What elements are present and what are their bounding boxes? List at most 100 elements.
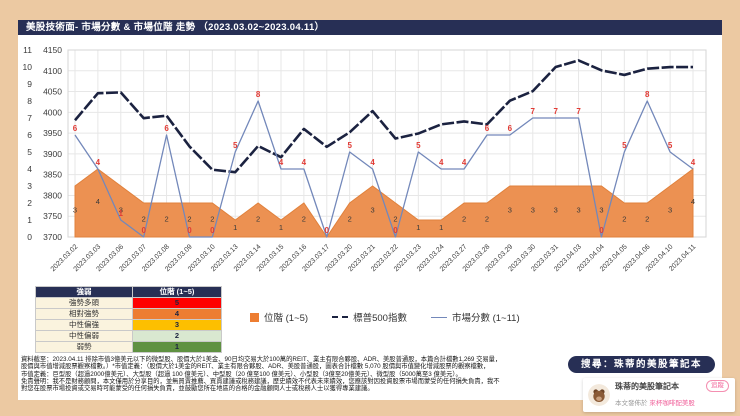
svg-text:4100: 4100 bbox=[43, 66, 62, 76]
svg-text:3: 3 bbox=[370, 206, 374, 215]
svg-text:9: 9 bbox=[27, 79, 32, 89]
svg-text:1: 1 bbox=[233, 223, 237, 232]
svg-text:4: 4 bbox=[279, 158, 284, 167]
rank-table-row: 中性偏強 3 bbox=[35, 319, 222, 331]
svg-text:3: 3 bbox=[73, 206, 77, 215]
svg-text:4: 4 bbox=[439, 158, 444, 167]
profile-name: 珠蒂的美股筆記本 bbox=[615, 381, 679, 391]
disclaimer-text: 資料截至：2023.04.11 排除市值3億美元以下的微型股、股價大於1美金、9… bbox=[21, 356, 501, 392]
chart-title: 美股技術面- 市場分數 & 市場位階 走勢 （2023.03.02~2023.0… bbox=[18, 20, 722, 35]
rank-table-row: 中性偏弱 2 bbox=[35, 330, 222, 342]
svg-text:5: 5 bbox=[27, 147, 32, 157]
svg-text:3: 3 bbox=[531, 206, 535, 215]
svg-text:4: 4 bbox=[96, 158, 101, 167]
svg-text:4: 4 bbox=[302, 158, 307, 167]
bear-avatar-icon bbox=[588, 384, 610, 406]
svg-text:2: 2 bbox=[187, 214, 191, 223]
svg-text:8: 8 bbox=[645, 90, 650, 99]
svg-text:2: 2 bbox=[645, 214, 649, 223]
svg-text:11: 11 bbox=[23, 45, 32, 55]
svg-text:8: 8 bbox=[256, 90, 261, 99]
svg-text:1: 1 bbox=[119, 209, 124, 218]
published-link[interactable]: 來杯咖啡配美股 bbox=[649, 400, 695, 407]
svg-text:3: 3 bbox=[27, 181, 32, 191]
rank-table-header-strength: 強弱 bbox=[35, 286, 133, 298]
strength-label: 弱勢 bbox=[35, 341, 133, 353]
svg-text:0: 0 bbox=[141, 226, 146, 235]
svg-text:6: 6 bbox=[164, 124, 169, 133]
rank-table-header-rank: 位階 (1~5) bbox=[132, 286, 222, 298]
svg-text:5: 5 bbox=[668, 141, 673, 150]
footnote-line: 對您在股票市場投資或交易時可能蒙受的任何損失負責，並鼓勵您所在地區的合格的金融顧… bbox=[21, 385, 374, 393]
svg-text:2: 2 bbox=[210, 214, 214, 223]
svg-text:0: 0 bbox=[599, 226, 604, 235]
svg-text:4: 4 bbox=[370, 158, 375, 167]
svg-text:7: 7 bbox=[576, 107, 581, 116]
footnote-line: 免責聲明：我不是財務顧問，本文僅用於分享目的，並無買賣推薦、買賣建議或稅務建議，… bbox=[21, 377, 500, 385]
strength-label: 相對強勢 bbox=[35, 308, 133, 320]
legend-area-label: 位階 (1~5) bbox=[264, 313, 309, 324]
svg-text:2: 2 bbox=[462, 214, 466, 223]
legend-item-spx: 標普500指數 bbox=[332, 310, 407, 324]
svg-text:4: 4 bbox=[27, 164, 32, 174]
strength-label: 強勢多頭 bbox=[35, 297, 133, 309]
spx-dash-icon bbox=[332, 316, 349, 318]
follow-button[interactable]: 追蹤 bbox=[706, 380, 729, 392]
svg-text:2: 2 bbox=[256, 214, 260, 223]
rank-table-row: 弱勢 1 bbox=[35, 341, 222, 353]
svg-text:2: 2 bbox=[302, 214, 306, 223]
chart-legend: 位階 (1~5) 標普500指數 市場分數 (1~11) bbox=[250, 310, 520, 324]
svg-text:4050: 4050 bbox=[43, 87, 62, 97]
svg-text:10: 10 bbox=[23, 62, 33, 72]
svg-text:1: 1 bbox=[439, 223, 443, 232]
rank-table-body: 強勢多頭 5 相對強勢 4 中性偏強 3 中性偏弱 2 弱勢 1 bbox=[35, 297, 222, 353]
report-card: 美股技術面- 市場分數 & 市場位階 走勢 （2023.03.02~2023.0… bbox=[18, 20, 722, 400]
svg-text:3950: 3950 bbox=[43, 128, 62, 138]
svg-text:4: 4 bbox=[691, 158, 696, 167]
rank-value-cell: 3 bbox=[132, 319, 222, 331]
profile-card: 珠蒂的美股筆記本 追蹤 本文發佈於 來杯咖啡配美股 bbox=[583, 378, 735, 412]
svg-text:5: 5 bbox=[347, 141, 352, 150]
svg-text:3: 3 bbox=[508, 206, 512, 215]
svg-text:3: 3 bbox=[119, 206, 123, 215]
svg-text:0: 0 bbox=[187, 226, 192, 235]
svg-text:7: 7 bbox=[553, 107, 558, 116]
svg-text:2: 2 bbox=[142, 214, 146, 223]
svg-text:5: 5 bbox=[622, 141, 627, 150]
rank-value-cell: 5 bbox=[132, 297, 222, 309]
svg-text:4150: 4150 bbox=[43, 45, 62, 55]
svg-text:1: 1 bbox=[279, 223, 283, 232]
svg-text:2: 2 bbox=[164, 214, 168, 223]
svg-text:3: 3 bbox=[599, 206, 603, 215]
rank-value-cell: 4 bbox=[132, 308, 222, 320]
svg-text:4: 4 bbox=[462, 158, 467, 167]
svg-text:0: 0 bbox=[210, 226, 215, 235]
footnote-line: 市值定義：巨型股（超過2000億美元）、大型股（超過 100 億美元）、中型股（… bbox=[21, 370, 462, 378]
svg-text:3800: 3800 bbox=[43, 190, 62, 200]
svg-text:3: 3 bbox=[668, 206, 672, 215]
profile-info: 珠蒂的美股筆記本 追蹤 本文發佈於 來杯咖啡配美股 bbox=[615, 380, 735, 410]
avatar bbox=[588, 384, 610, 406]
svg-text:2: 2 bbox=[622, 214, 626, 223]
rank-legend-table: 強弱 位階 (1~5) 強勢多頭 5 相對強勢 4 中性偏強 3 中性偏弱 2 弱勢 1 bbox=[35, 286, 222, 353]
svg-text:4000: 4000 bbox=[43, 107, 62, 117]
search-banner[interactable]: 搜尋：珠蒂的美股筆記本 bbox=[568, 356, 716, 373]
svg-text:3850: 3850 bbox=[43, 170, 62, 180]
svg-text:0: 0 bbox=[27, 232, 32, 242]
svg-text:4: 4 bbox=[691, 197, 695, 206]
svg-text:0: 0 bbox=[393, 226, 398, 235]
rank-value-cell: 2 bbox=[132, 330, 222, 342]
area-swatch-icon bbox=[250, 312, 259, 322]
svg-text:5: 5 bbox=[233, 141, 238, 150]
score-line bbox=[74, 100, 694, 238]
svg-text:7: 7 bbox=[531, 107, 536, 116]
svg-text:2: 2 bbox=[27, 198, 32, 208]
svg-text:2: 2 bbox=[485, 214, 489, 223]
svg-text:3700: 3700 bbox=[43, 232, 62, 242]
rank-table-row: 相對強勢 4 bbox=[35, 308, 222, 320]
svg-text:5: 5 bbox=[416, 141, 421, 150]
rank-value-cell: 1 bbox=[132, 341, 222, 353]
legend-item-rank: 位階 (1~5) bbox=[250, 310, 308, 324]
